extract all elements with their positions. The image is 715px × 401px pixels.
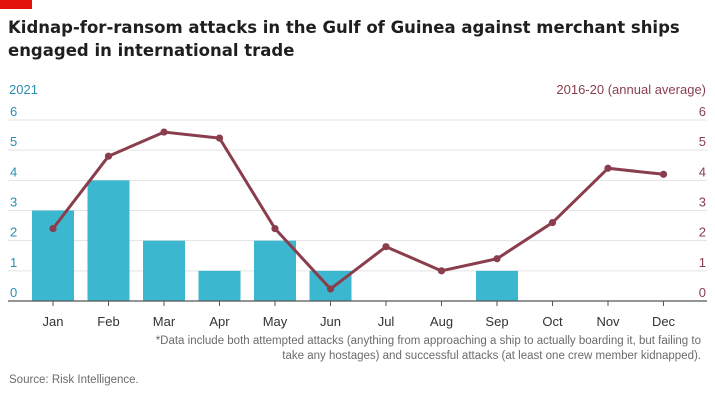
line-point: [215, 134, 224, 142]
x-tick-label: Apr: [209, 314, 230, 329]
line-point: [271, 225, 279, 233]
brand-flag: [0, 0, 32, 9]
line-point: [493, 255, 501, 263]
right-tick-label: 4: [699, 164, 706, 179]
bar: [198, 270, 241, 301]
bar: [87, 180, 130, 301]
right-axis-label: 2016-20 (annual average): [556, 82, 706, 97]
left-tick-label: 3: [10, 195, 17, 210]
right-tick-label: 2: [699, 225, 706, 240]
line-point: [437, 267, 446, 275]
left-tick-label: 0: [10, 285, 17, 300]
line-point: [49, 225, 57, 233]
left-axis-label: 2021: [9, 82, 38, 97]
right-tick-label: 1: [699, 255, 706, 270]
bar: [32, 210, 74, 301]
bar: [476, 270, 518, 301]
x-tick-label: Oct: [542, 314, 563, 329]
x-tick-label: Dec: [652, 314, 676, 329]
source-note: Source: Risk Intelligence.: [9, 374, 139, 386]
line-point: [382, 243, 390, 251]
right-tick-label: 3: [699, 195, 706, 210]
x-tick-label: Aug: [430, 314, 453, 329]
left-tick-label: 6: [10, 104, 17, 119]
bar: [254, 240, 296, 301]
right-tick-label: 6: [699, 104, 706, 119]
right-tick-label: 0: [699, 285, 706, 300]
left-tick-label: 5: [10, 134, 17, 149]
line-point: [160, 128, 168, 136]
bar: [143, 240, 185, 301]
line-series: [51, 130, 664, 291]
x-tick-label: Mar: [153, 314, 176, 329]
line-point: [326, 285, 335, 293]
chart-title: Kidnap-for-ransom attacks in the Gulf of…: [8, 18, 680, 60]
x-tick-label: Feb: [97, 314, 119, 329]
x-tick-label: May: [263, 314, 288, 329]
x-tick-label: Jun: [320, 314, 341, 329]
left-tick-label: 2: [10, 225, 17, 240]
left-tick-label: 1: [10, 255, 17, 270]
line-point: [104, 152, 113, 160]
x-tick-label: Nov: [596, 314, 620, 329]
x-tick-label: Sep: [485, 314, 508, 329]
left-tick-label: 4: [10, 164, 17, 179]
line-point: [548, 218, 557, 227]
x-tick-label: Jul: [378, 314, 395, 329]
right-tick-label: 5: [699, 134, 706, 149]
line-point: [659, 170, 668, 178]
x-tick-label: Jan: [43, 314, 64, 329]
line-point: [604, 164, 612, 172]
footnote: *Data include both attempted attacks (an…: [155, 335, 701, 362]
